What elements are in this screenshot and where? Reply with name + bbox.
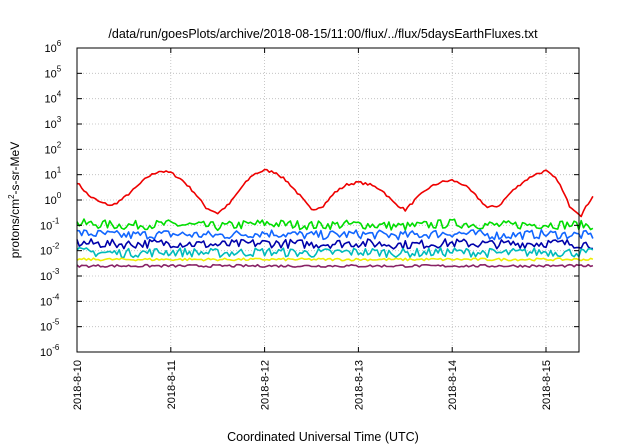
chart-title: /data/run/goesPlots/archive/2018-08-15/1… (108, 27, 538, 41)
y-tick-label: 10-6 (40, 343, 60, 359)
series-line-5 (76, 257, 594, 262)
y-tick-label: 105 (45, 64, 62, 80)
series-line-2 (76, 229, 594, 241)
y-axis-label: protons/cm2-s-sr-MeV (7, 142, 22, 258)
series-line-0 (76, 168, 594, 218)
series-line-3 (76, 238, 593, 250)
x-tick-label: 2018-8-11 (166, 360, 178, 409)
data-series (76, 168, 594, 268)
y-tick-label: 106 (45, 39, 62, 55)
x-tick-label: 2018-8-14 (447, 360, 459, 410)
x-tick-label: 2018-8-15 (541, 360, 553, 410)
x-axis-label: Coordinated Universal Time (UTC) (227, 430, 419, 444)
x-tick-label: 2018-8-12 (260, 360, 272, 410)
y-tick-label: 103 (45, 115, 62, 131)
y-tick-label: 10-5 (40, 318, 60, 334)
series-line-1 (76, 218, 594, 232)
series-line-4 (76, 246, 594, 259)
x-axis-ticks: 2018-8-10 2018-8-11 2018-8-12 2018-8-13 2018… (72, 48, 553, 410)
y-tick-label: 104 (45, 90, 62, 106)
y-tick-label: 101 (45, 166, 62, 182)
y-tick-label: 10-3 (40, 267, 60, 283)
y-axis-ticks: 10-6 10-5 10-4 10-3 10-2 10-1 100 101 102 103 104 1… (40, 39, 579, 359)
x-tick-label: 2018-8-10 (72, 360, 84, 410)
series-line-6 (76, 263, 594, 268)
y-tick-label: 10-4 (40, 292, 60, 308)
y-tick-label: 10-2 (40, 242, 60, 258)
x-tick-label: 2018-8-13 (353, 360, 365, 410)
y-tick-label: 100 (45, 191, 62, 207)
y-tick-label: 10-1 (40, 216, 60, 232)
y-tick-label: 102 (45, 140, 62, 156)
